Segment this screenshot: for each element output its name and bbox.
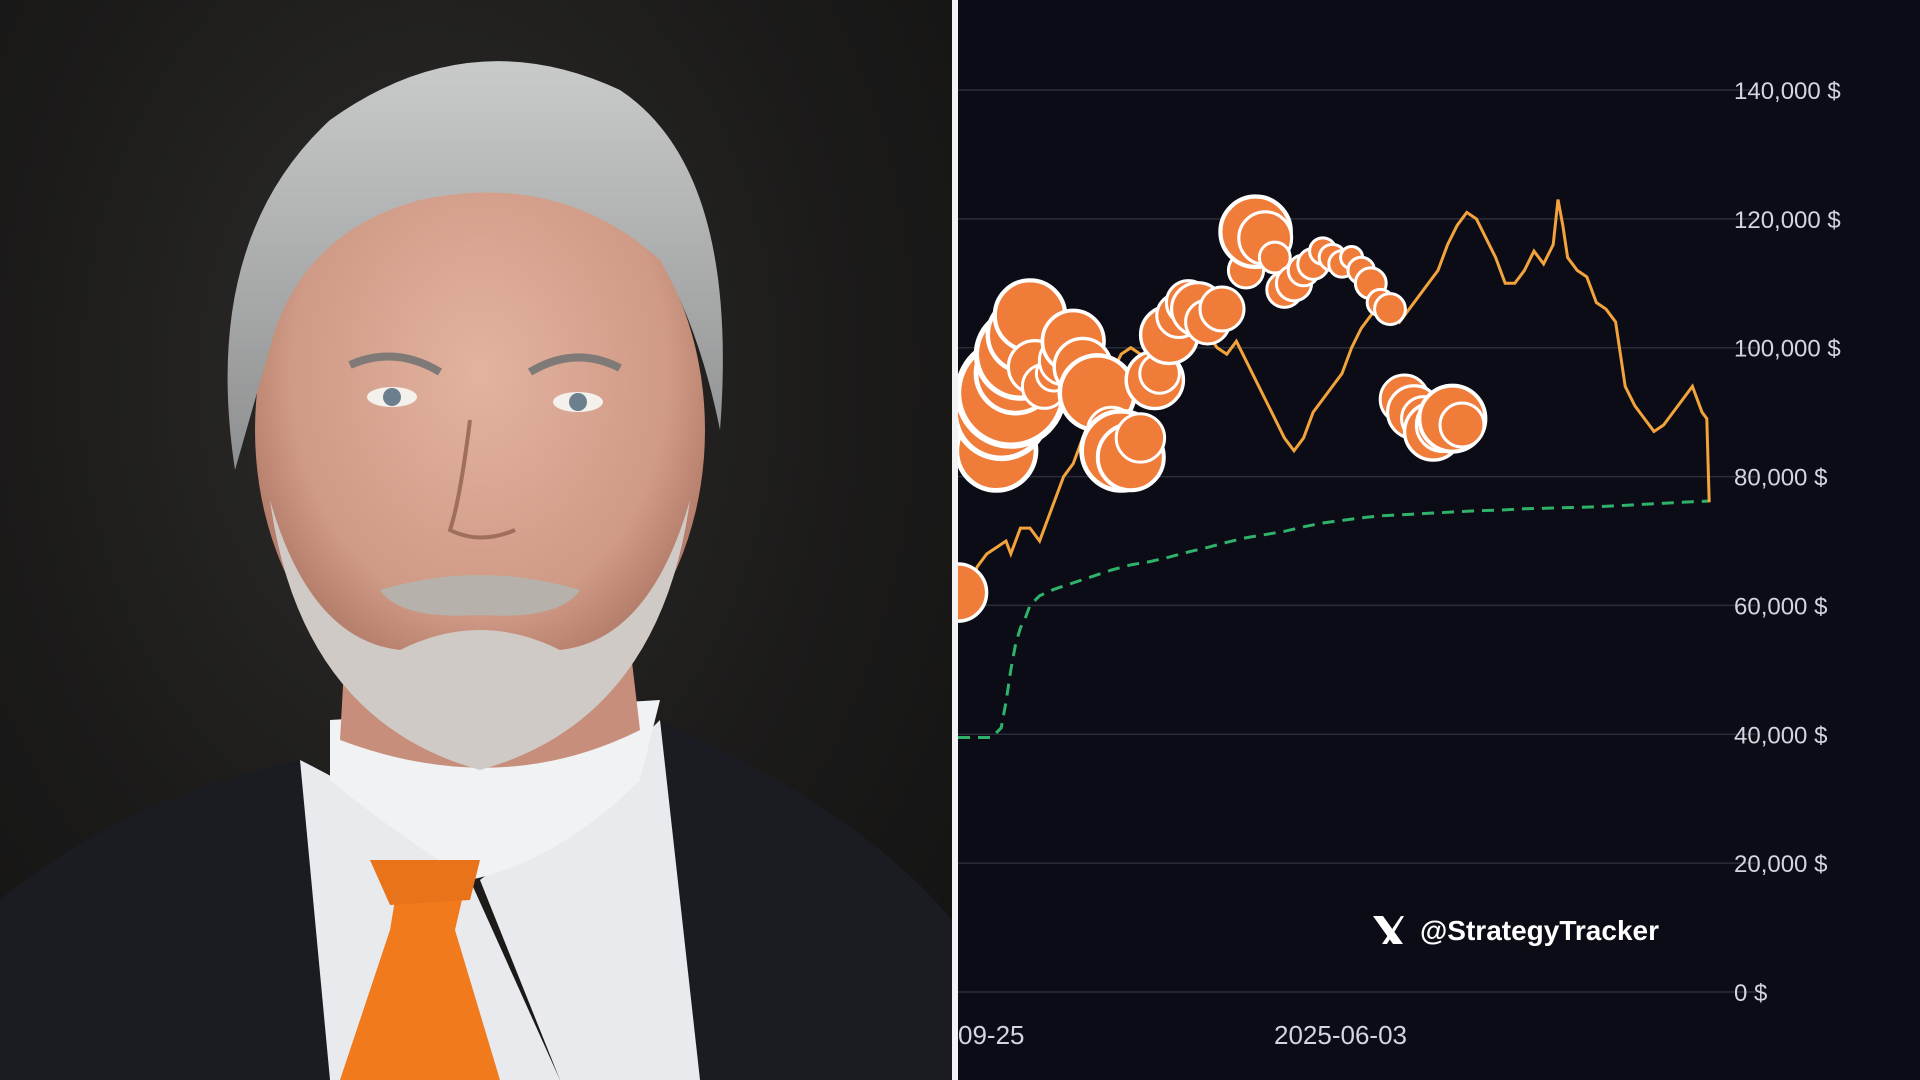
watermark: @StrategyTracker xyxy=(1373,915,1659,946)
purchase-bubble xyxy=(1438,401,1486,449)
x-tick-label: 2025-06-03 xyxy=(1274,1020,1407,1050)
y-tick-label: 40,000 $ xyxy=(1734,722,1827,749)
face xyxy=(255,145,705,715)
purchase-bubble xyxy=(1114,412,1167,464)
purchase-bubble xyxy=(1198,285,1246,333)
y-tick-label: 20,000 $ xyxy=(1734,851,1827,878)
y-tick-label: 100,000 $ xyxy=(1734,336,1841,363)
chart-svg: 0 $ 20,000 $ 40,000 $ 60,000 $ 80,000 $ 100,0… xyxy=(958,78,1841,1050)
y-tick-label: 80,000 $ xyxy=(1734,465,1827,492)
purchase-bubble xyxy=(1257,240,1292,275)
x-logo-icon xyxy=(1373,916,1404,944)
portrait-photo xyxy=(0,0,952,1080)
hair xyxy=(227,61,723,470)
panel-divider xyxy=(952,0,958,1080)
y-tick-label: 0 $ xyxy=(1734,980,1767,1007)
x-tick-label: 09-25 xyxy=(958,1020,1025,1050)
purchase-bubble xyxy=(958,562,989,623)
purchase-bubble xyxy=(1373,292,1407,326)
y-tick-label: 120,000 $ xyxy=(1734,207,1841,234)
watermark-handle: @StrategyTracker xyxy=(1420,915,1659,946)
tie xyxy=(340,865,500,1080)
portrait-illustration xyxy=(0,61,952,1080)
y-tick-label: 140,000 $ xyxy=(1734,78,1841,105)
beard xyxy=(270,500,690,770)
price-chart: 0 $ 20,000 $ 40,000 $ 60,000 $ 80,000 $ 100,0… xyxy=(958,0,1920,1080)
cost-basis-line xyxy=(958,499,1710,740)
y-tick-label: 60,000 $ xyxy=(1734,593,1827,620)
